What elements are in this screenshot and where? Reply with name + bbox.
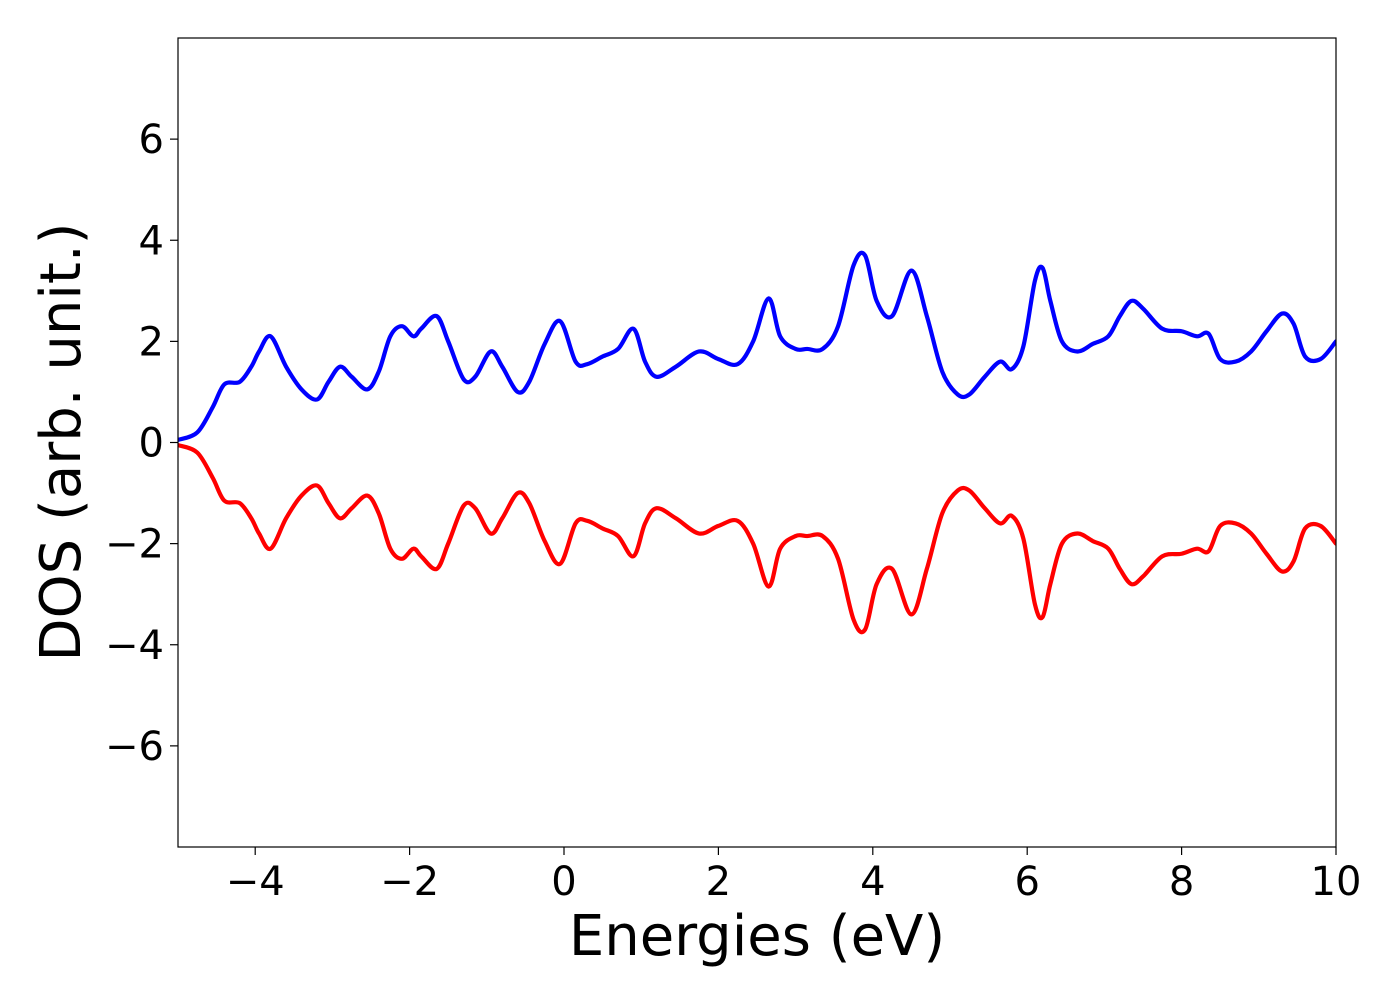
x-tick-label: 2 <box>706 859 731 905</box>
x-axis-ticks: −4 −2 0 2 4 6 8 10 <box>226 847 1362 905</box>
x-tick-label: 4 <box>860 859 885 905</box>
y-tick-label: −2 <box>105 522 164 568</box>
x-tick-label: 0 <box>551 859 576 905</box>
x-tick-label: 6 <box>1014 859 1039 905</box>
series-line-0 <box>178 250 1336 443</box>
x-tick-label: 10 <box>1311 859 1362 905</box>
y-tick-label: 4 <box>139 218 164 264</box>
y-tick-label: −6 <box>105 724 164 770</box>
x-axis-label: Energies (eV) <box>569 904 945 969</box>
y-tick-label: 2 <box>139 319 164 365</box>
y-tick-label: −4 <box>105 623 164 669</box>
y-tick-label: 0 <box>139 421 164 467</box>
series-line-1 <box>178 442 1336 635</box>
y-axis-label: DOS (arb. unit.) <box>29 222 94 661</box>
y-axis-ticks: −6 −4 −2 0 2 4 6 <box>105 117 178 770</box>
x-tick-label: −2 <box>380 859 439 905</box>
series-layer <box>178 250 1336 635</box>
x-tick-label: 8 <box>1169 859 1194 905</box>
x-tick-label: −4 <box>226 859 285 905</box>
y-tick-label: 6 <box>139 117 164 163</box>
